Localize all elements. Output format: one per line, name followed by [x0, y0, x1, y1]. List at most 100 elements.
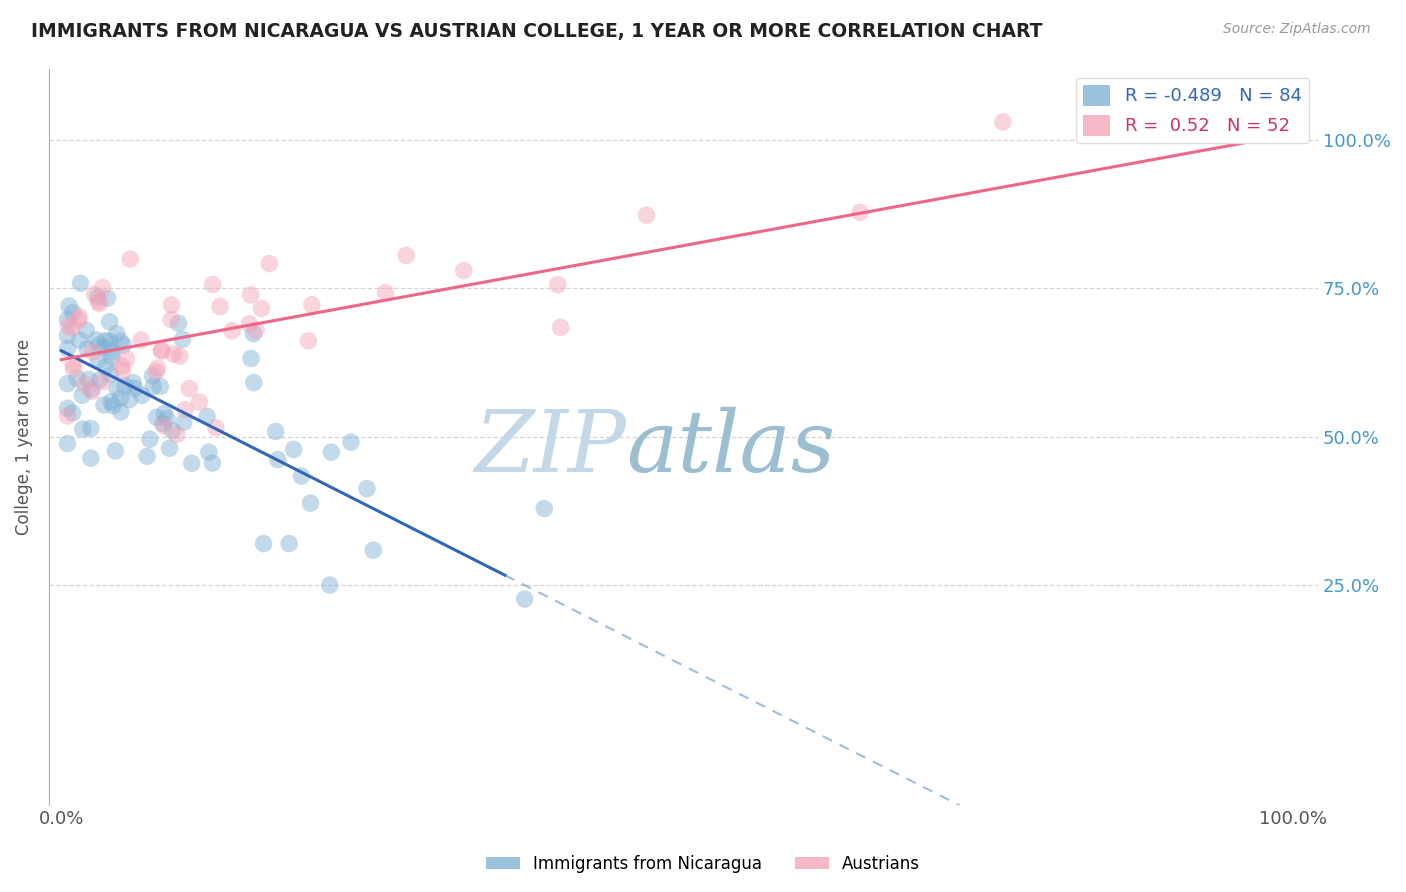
Point [299, 496, 322, 510]
Point [991, 115, 1014, 129]
Point [636, 208, 658, 222]
Point [167, 316, 190, 330]
Point [150, 343, 173, 357]
Point [101, 351, 124, 365]
Point [361, 543, 384, 558]
Point [198, 445, 221, 459]
Point [76, 342, 98, 356]
Point [72, 388, 94, 402]
Text: Source: ZipAtlas.com: Source: ZipAtlas.com [1223, 22, 1371, 37]
Point [56, 376, 79, 391]
Point [264, 425, 287, 439]
Point [172, 333, 194, 347]
Point [80, 451, 103, 466]
Point [166, 427, 188, 442]
Point [240, 351, 263, 366]
Point [66, 371, 89, 385]
Point [111, 359, 134, 373]
Point [149, 379, 172, 393]
Point [115, 351, 138, 366]
Point [209, 300, 232, 314]
Point [98, 315, 121, 329]
Point [159, 441, 181, 455]
Point [188, 395, 211, 409]
Point [67, 313, 90, 327]
Point [239, 288, 262, 302]
Legend: R = -0.489   N = 84, R =  0.52   N = 52: R = -0.489 N = 84, R = 0.52 N = 52 [1076, 78, 1309, 143]
Point [533, 501, 555, 516]
Point [60, 320, 83, 334]
Point [87, 294, 110, 309]
Point [453, 263, 475, 277]
Point [56, 409, 79, 423]
Point [150, 344, 173, 359]
Point [94, 334, 117, 348]
Point [89, 296, 111, 310]
Point [136, 450, 159, 464]
Point [110, 334, 132, 349]
Point [69, 276, 91, 290]
Point [110, 405, 132, 419]
Point [103, 399, 125, 413]
Point [87, 290, 110, 304]
Point [513, 592, 536, 607]
Y-axis label: College, 1 year or more: College, 1 year or more [15, 339, 32, 535]
Point [62, 357, 84, 371]
Point [122, 376, 145, 390]
Point [250, 301, 273, 316]
Point [62, 305, 84, 319]
Legend: Immigrants from Nicaragua, Austrians: Immigrants from Nicaragua, Austrians [479, 848, 927, 880]
Point [69, 333, 91, 347]
Point [56, 342, 79, 356]
Point [105, 326, 128, 341]
Point [259, 257, 281, 271]
Text: IMMIGRANTS FROM NICARAGUA VS AUSTRIAN COLLEGE, 1 YEAR OR MORE CORRELATION CHART: IMMIGRANTS FROM NICARAGUA VS AUSTRIAN CO… [31, 22, 1042, 41]
Point [94, 359, 117, 374]
Point [201, 456, 224, 470]
Point [201, 277, 224, 292]
Point [290, 469, 312, 483]
Point [100, 368, 122, 382]
Point [96, 291, 118, 305]
Point [174, 402, 197, 417]
Point [105, 382, 128, 396]
Point [283, 442, 305, 457]
Point [112, 338, 135, 352]
Point [156, 411, 179, 425]
Point [173, 416, 195, 430]
Point [550, 320, 572, 334]
Point [82, 344, 104, 359]
Point [153, 418, 176, 433]
Point [152, 417, 174, 431]
Point [245, 323, 267, 337]
Point [56, 328, 79, 343]
Point [87, 353, 110, 368]
Point [84, 333, 107, 347]
Point [67, 310, 90, 324]
Point [118, 392, 141, 407]
Point [120, 252, 142, 266]
Point [58, 299, 80, 313]
Point [131, 388, 153, 402]
Point [83, 287, 105, 301]
Point [319, 578, 342, 592]
Point [243, 376, 266, 390]
Point [160, 298, 183, 312]
Point [195, 409, 218, 424]
Point [98, 334, 121, 349]
Point [267, 452, 290, 467]
Point [75, 323, 97, 337]
Point [111, 364, 134, 378]
Point [340, 435, 363, 450]
Point [849, 205, 872, 219]
Point [101, 344, 124, 359]
Point [356, 482, 378, 496]
Point [104, 443, 127, 458]
Point [62, 406, 84, 420]
Point [129, 333, 152, 347]
Point [395, 248, 418, 262]
Text: atlas: atlas [627, 407, 835, 489]
Point [56, 401, 79, 416]
Point [374, 285, 396, 300]
Point [91, 375, 114, 389]
